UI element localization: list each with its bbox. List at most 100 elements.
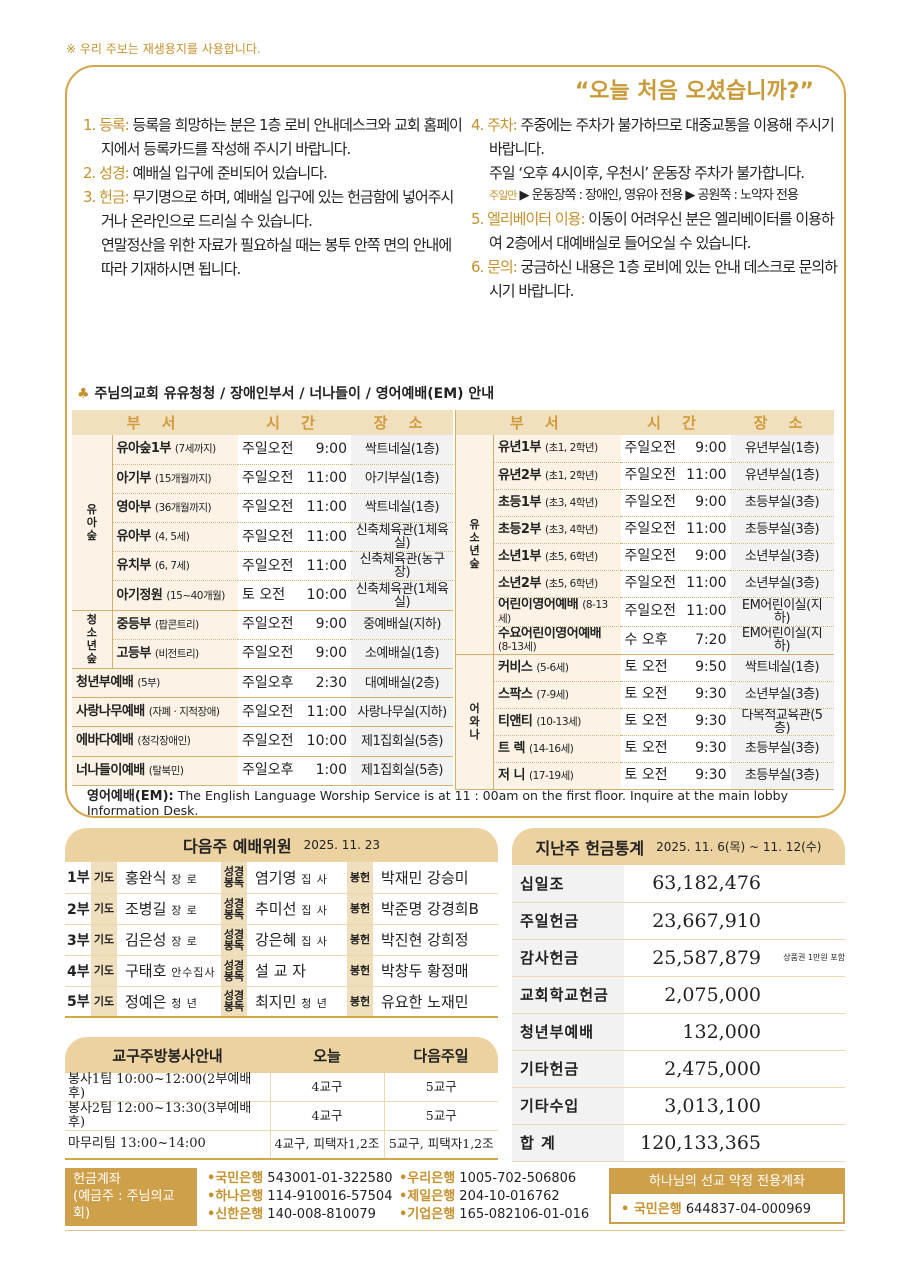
name: 김은성 xyxy=(125,931,167,949)
department-detail: (8-13세) xyxy=(498,640,537,653)
offering-category: 감사헌금 xyxy=(512,939,624,977)
department-detail: (5부) xyxy=(137,677,160,690)
department: 중등부 xyxy=(116,616,152,632)
service-cell: 4교구 xyxy=(269,1101,384,1131)
welcome-item: 6. 문의: 궁금하신 내용은 1층 로비에 있는 안내 데스크로 문의하시기 … xyxy=(467,255,839,303)
department-name: 아기정원 (15~40개월) xyxy=(112,580,239,611)
mission-account-number: • 국민은행 644837-04-000969 xyxy=(611,1194,843,1221)
prayer-tag: 기도 xyxy=(91,893,117,925)
department: 트 렉 xyxy=(498,740,525,756)
day: 토 오전 xyxy=(624,767,668,783)
day: 토 오전 xyxy=(624,713,668,729)
welcome-left-column: 1. 등록: 등록을 희망하는 분은 1층 로비 안내데스크와 교회 홈페이지에… xyxy=(79,113,464,281)
department-detail: (36개월까지) xyxy=(154,501,212,514)
recycled-paper-notice: ※ 우리 주보는 재생용지를 사용합니다. xyxy=(66,42,261,56)
name: 설 교 자 xyxy=(255,962,306,980)
service-cell: 봉사2팀 12:00~13:30(3부예배후) xyxy=(65,1101,270,1131)
service-cell: 5교구, 피택자1,2조 xyxy=(383,1130,498,1160)
offering-amount: 23,667,910 xyxy=(624,902,765,940)
committee-table: 1부 기도 홍완식 장 로 성경봉독 염기영 집 사 봉헌 박재민 강승미 2부 기도 조병길 장… xyxy=(65,862,498,1018)
clock: 11:00 xyxy=(306,703,348,720)
account-number: 114-910016-57504 xyxy=(267,1189,393,1204)
day: 주일오후 xyxy=(242,762,294,779)
schedule-header: 시 간 xyxy=(620,410,731,435)
department-name: 고등부 (비전트리) xyxy=(112,639,239,670)
department-name: 커비스 (5-6세) xyxy=(493,654,621,682)
item-label: 6. 문의: xyxy=(471,258,518,276)
worship-committee: 다음주 예배위원 2025. 11. 23 1부 기도 홍완식 장 로 성경봉독 염기영 … xyxy=(65,828,498,1018)
location: 신축체육관(농구장) xyxy=(351,551,454,582)
clock: 9:00 xyxy=(695,548,727,564)
committee-date: 2025. 11. 23 xyxy=(303,838,380,852)
offering-tag: 봉헌 xyxy=(347,986,373,1018)
department: 청년부예배 xyxy=(76,675,134,691)
schedule-row: 초등2부 (초3, 4학년) 주일오전 11:00 초등부실(3층) xyxy=(456,516,834,544)
bank-name: • 국민은행 xyxy=(621,1202,682,1217)
offering-amount: 2,475,000 xyxy=(624,1050,765,1088)
service-number: 3부 xyxy=(65,924,91,956)
group-label: 어와나 xyxy=(455,654,494,790)
prayer-person: 조병길 장 로 xyxy=(117,893,221,925)
schedule-row: 어와나 커비스 (5-6세) 토 오전 9:50 싹트네실(1층) xyxy=(455,654,834,790)
worship-time: 주일오후 2:30 xyxy=(238,668,352,699)
parking-park-zone: ▶ 공원쪽 : 노약자 전용 xyxy=(685,188,799,203)
account-number: 543001-01-322580 xyxy=(267,1171,393,1186)
item-text: 궁금하신 내용은 1층 로비에 있는 안내 데스크로 문의하시기 바랍니다. xyxy=(489,258,838,300)
department-name: 너나들이예배 (탈북민) xyxy=(72,756,239,786)
department: 어린이영어예배 xyxy=(498,597,579,612)
offering-persons: 박창두 황정매 xyxy=(373,955,498,987)
worship-time: 주일오전 11:00 xyxy=(238,551,352,582)
scripture-tag: 성경봉독 xyxy=(221,924,247,956)
department-name: 유년1부 (초1, 2학년) xyxy=(493,435,621,463)
service-row: 봉사1팀 10:00~12:00(2부예배후) 4교구 5교구 xyxy=(65,1073,498,1102)
day: 주일오전 xyxy=(242,616,294,633)
offering-note: 상품권 1만원 포함 xyxy=(765,939,845,977)
worship-time: 주일오전 11:00 xyxy=(620,597,731,627)
item-label: 1. 등록: xyxy=(83,116,130,134)
schedule-row: 유년2부 (초1, 2학년) 주일오전 11:00 유년부실(1층) xyxy=(456,462,834,490)
parking-zones: 주일만 ▶ 운동장쪽 : 장애인, 영유아 전용 ▶ 공원쪽 : 노약자 전용 xyxy=(467,187,839,205)
title: 집 사 xyxy=(301,872,328,886)
worship-time: 주일오전 11:00 xyxy=(238,493,352,524)
clock: 9:30 xyxy=(695,740,727,756)
worship-time: 토 오전 9:50 xyxy=(620,654,731,682)
clock: 1:00 xyxy=(315,762,348,779)
welcome-item: 5. 엘리베이터 이용: 이동이 어려우신 분은 엘리베이터를 이용하여 2층에… xyxy=(467,207,839,255)
account-number: 644837-04-000969 xyxy=(685,1202,812,1217)
worship-time: 주일오전 9:00 xyxy=(238,639,352,670)
item-text: 주중에는 주차가 불가하므로 대중교통을 이용해 주시기 바랍니다. xyxy=(489,116,835,158)
prayer-tag: 기도 xyxy=(91,986,117,1018)
prayer-person: 정예은 청 년 xyxy=(117,986,221,1018)
welcome-info-panel: “오늘 처음 오셨습니까?” 1. 등록: 등록을 희망하는 분은 1층 로비 … xyxy=(65,65,846,818)
worship-time: 토 오전 9:30 xyxy=(620,681,731,709)
day: 주일오전 xyxy=(624,548,677,564)
schedule-row: 아기부 (15개월까지) 주일오전 11:00 아기부실(1층) xyxy=(72,464,454,494)
welcome-title: “오늘 처음 오셨습니까?” xyxy=(574,79,814,104)
scripture-tag: 성경봉독 xyxy=(221,862,247,894)
schedule-row: 저 니 (17-19세) 토 오전 9:30 초등부실(3층) xyxy=(456,762,834,790)
offering-row: 십일조 63,182,476 xyxy=(512,865,845,903)
kitchen-service-table: 교구주방봉사안내 오늘 다음주일 봉사1팀 10:00~12:00(2부예배후) 4교구… xyxy=(65,1037,498,1160)
offering-category: 기타헌금 xyxy=(512,1050,624,1088)
day: 주일오전 xyxy=(242,645,294,662)
clock: 11:00 xyxy=(686,575,727,591)
group-label: 청소년숲 xyxy=(72,610,113,670)
location: 싹트네실(1층) xyxy=(351,493,454,524)
schedule-header: 부 서 xyxy=(455,410,621,435)
welcome-item: 1. 등록: 등록을 희망하는 분은 1층 로비 안내데스크와 교회 홈페이지에… xyxy=(79,113,464,161)
title: 집 사 xyxy=(301,904,328,917)
committee-row: 4부 기도 구태호 안수집사 성경봉독 설 교 자 봉헌 박창두 황정매 xyxy=(65,955,498,987)
location: 초등부실(3층) xyxy=(730,735,834,763)
offering-category: 기타수입 xyxy=(512,1087,624,1125)
offering-tag: 봉헌 xyxy=(347,955,373,987)
day: 주일오전 xyxy=(624,603,677,619)
department: 유치부 xyxy=(116,558,152,574)
department: 유년2부 xyxy=(498,467,541,483)
offering-note xyxy=(765,1124,845,1162)
schedule-row: 초등1부 (초3, 4학년) 주일오전 9:00 초등부실(3층) xyxy=(456,489,834,517)
worship-time: 주일오전 11:00 xyxy=(238,464,352,494)
schedule-header: 장 소 xyxy=(351,410,454,435)
prayer-person: 김은성 장 로 xyxy=(117,924,221,956)
day: 주일오전 xyxy=(242,440,294,457)
